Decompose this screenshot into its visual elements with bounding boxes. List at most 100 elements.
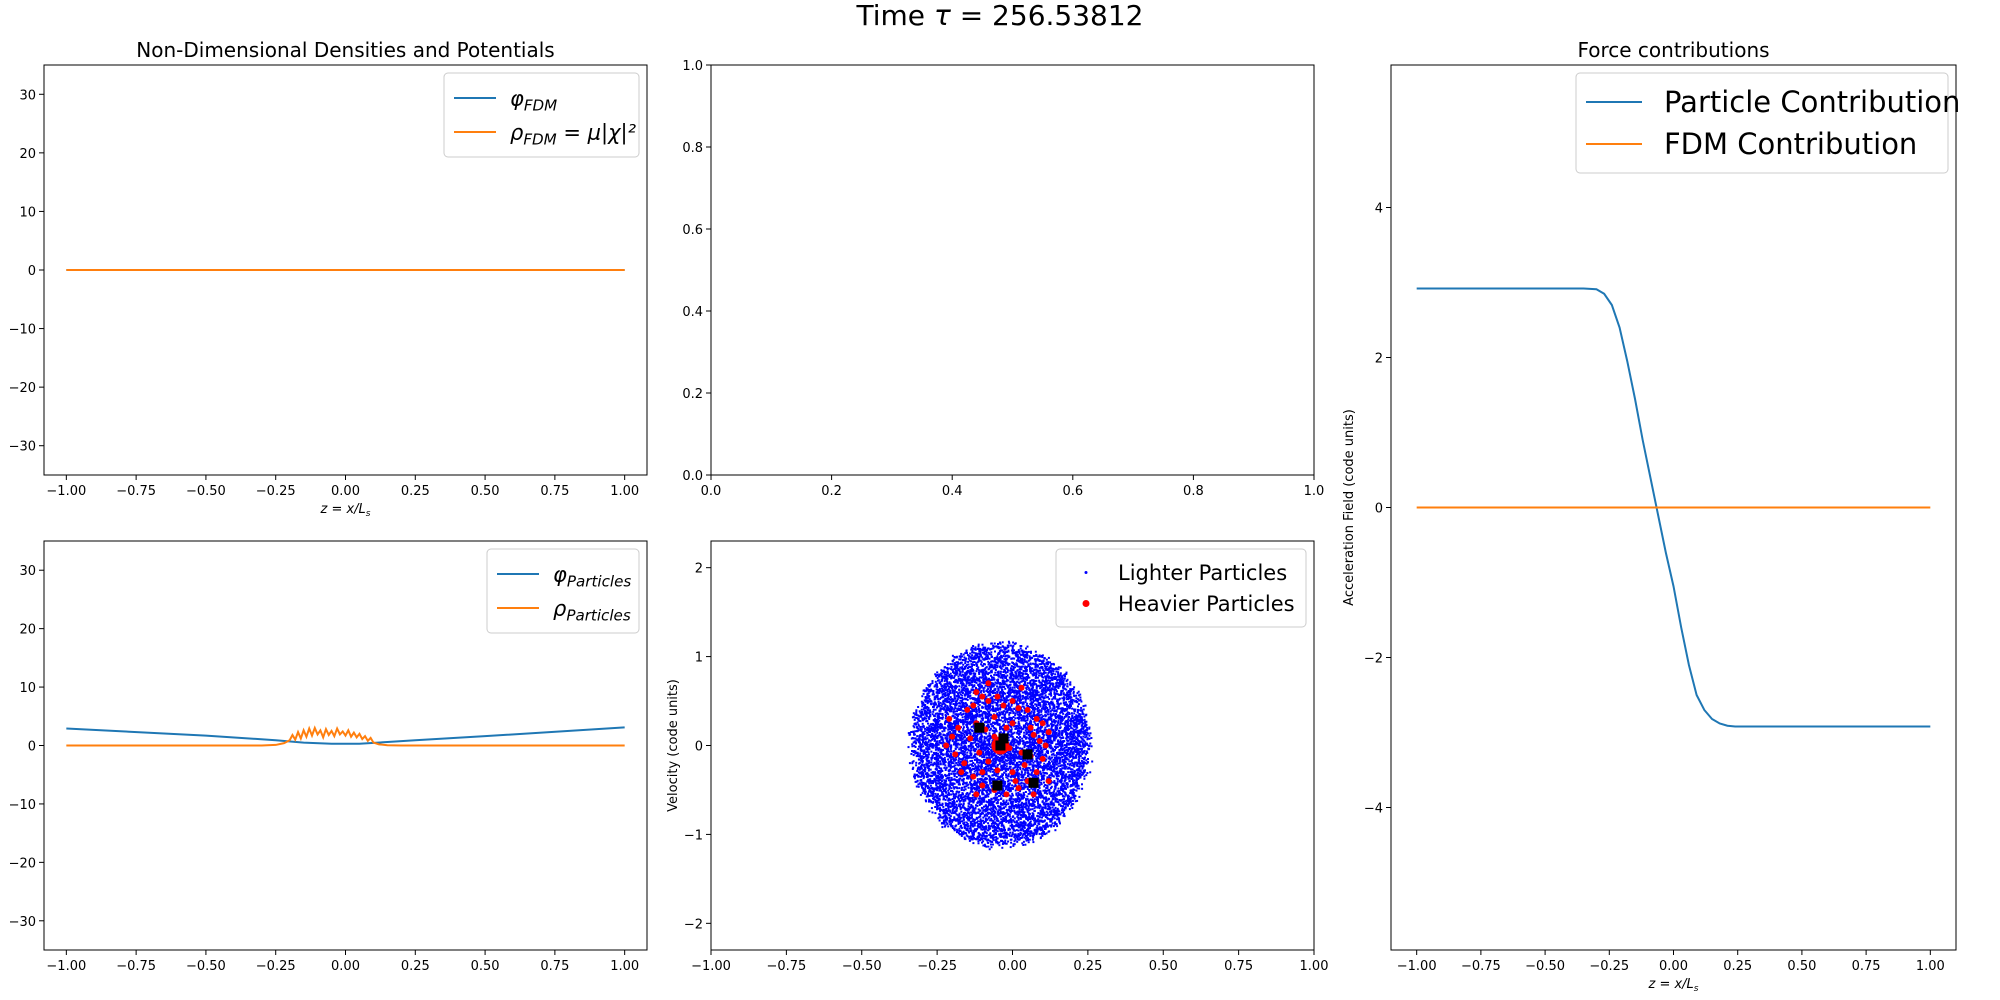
lighter-particle	[1063, 694, 1065, 696]
particle-density-potential-axes: −1.00 −0.75 −0.50 −0.25 0.00 0.25 0.50 0.75 1.00…	[9, 541, 647, 974]
lighter-particle	[1050, 693, 1052, 695]
lighter-particle	[1015, 839, 1017, 841]
lighter-particle	[966, 815, 968, 817]
lighter-particle	[1057, 808, 1059, 810]
lighter-particle	[960, 712, 962, 714]
lighter-particle	[1013, 658, 1015, 660]
lighter-particle	[1044, 665, 1046, 667]
lighter-particle	[990, 651, 992, 653]
lighter-particle	[946, 681, 948, 683]
x-tick-label: 1.00	[1916, 959, 1945, 974]
lighter-particle	[979, 839, 981, 841]
lighter-particle	[972, 818, 974, 820]
lighter-particle	[941, 724, 943, 726]
lighter-particle	[1044, 730, 1046, 732]
lighter-particle	[977, 743, 979, 745]
lighter-particle	[970, 817, 972, 819]
lighter-particle	[1053, 710, 1055, 712]
y-tick-label: 0	[28, 740, 36, 755]
lighter-particle	[1020, 730, 1022, 732]
lighter-particle	[1013, 669, 1015, 671]
lighter-particle	[1008, 718, 1010, 720]
x-tick-label: 0.8	[1183, 484, 1204, 499]
lighter-particle	[1051, 698, 1053, 700]
legend: φFDMρFDM = μ|χ|²	[444, 73, 639, 157]
lighter-particle	[1000, 666, 1002, 668]
lighter-particle	[961, 814, 963, 816]
lighter-particle	[1073, 695, 1075, 697]
y-tick-label: 0	[28, 264, 36, 279]
lighter-particle	[1075, 695, 1077, 697]
y-tick-label: −2	[1364, 652, 1383, 667]
lighter-particle	[1036, 799, 1038, 801]
lighter-particle	[991, 841, 993, 843]
lighter-particle	[1021, 836, 1023, 838]
x-tick-label: 0.00	[331, 959, 360, 974]
y-tick-label: −30	[9, 440, 36, 455]
lighter-particle	[968, 658, 970, 660]
x-axis-label: z = x/Ls	[320, 502, 371, 519]
lighter-particle	[1062, 737, 1064, 739]
lighter-particle	[1022, 654, 1024, 656]
x-tick-label: 0.0	[701, 484, 722, 499]
lighter-particle	[999, 763, 1001, 765]
lighter-particle	[1028, 651, 1030, 653]
lighter-particle	[976, 670, 978, 672]
lighter-particle	[1004, 840, 1006, 842]
lighter-particle	[961, 787, 963, 789]
lighter-particle	[920, 735, 922, 737]
lighter-particle	[926, 781, 928, 783]
y-tick-label: 0.4	[682, 305, 703, 320]
lighter-particle	[1056, 777, 1058, 779]
lighter-particle	[1017, 797, 1019, 799]
lighter-particle	[1010, 732, 1012, 734]
lighter-particle	[1008, 822, 1010, 824]
lighter-particle	[974, 681, 976, 683]
lighter-particle	[932, 787, 934, 789]
lighter-particle	[1046, 773, 1048, 775]
lighter-particle	[1018, 679, 1020, 681]
x-tick-label: 0.50	[1787, 959, 1816, 974]
lighter-particle	[948, 777, 950, 779]
lighter-particle	[1061, 732, 1063, 734]
lighter-particle	[952, 660, 954, 662]
x-tick-label: −0.25	[1589, 959, 1629, 974]
lighter-particle	[916, 735, 918, 737]
lighter-particle	[1078, 703, 1080, 705]
lighter-particle	[1079, 748, 1081, 750]
lighter-particle	[921, 709, 923, 711]
x-tick-label: −1.00	[46, 484, 86, 499]
lighter-particle	[1078, 713, 1080, 715]
lighter-particle	[1036, 669, 1038, 671]
lighter-particle	[1027, 646, 1029, 648]
lighter-particle	[1043, 657, 1045, 659]
y-tick-label: −10	[9, 323, 36, 338]
lighter-particle	[968, 832, 970, 834]
lighter-particle	[1034, 689, 1036, 691]
lighter-particle	[1021, 776, 1023, 778]
y-tick-label: 20	[19, 623, 36, 638]
y-tick-label: −30	[9, 915, 36, 930]
y-tick-label: 0.2	[682, 387, 703, 402]
x-tick-label: −0.25	[256, 959, 296, 974]
lighter-particle	[1038, 766, 1040, 768]
lighter-particle	[1046, 696, 1048, 698]
lighter-particle	[1000, 719, 1002, 721]
lighter-particle	[982, 810, 984, 812]
lighter-particle	[1043, 659, 1045, 661]
lighter-particle	[1077, 739, 1079, 741]
lighter-particle	[956, 804, 958, 806]
legend: φParticlesρParticles	[487, 549, 639, 633]
lighter-particle	[1067, 768, 1069, 770]
lighter-particle	[1060, 667, 1062, 669]
lighter-particle	[994, 702, 996, 704]
lighter-particle	[1009, 832, 1011, 834]
lighter-particle	[1022, 680, 1024, 682]
lighter-particle	[928, 770, 930, 772]
lighter-particle	[1086, 772, 1088, 774]
lighter-particle	[1079, 697, 1081, 699]
x-tick-label: 1.00	[610, 959, 639, 974]
lighter-particle	[1021, 668, 1023, 670]
lighter-particle	[1038, 812, 1040, 814]
lighter-particle	[915, 711, 917, 713]
